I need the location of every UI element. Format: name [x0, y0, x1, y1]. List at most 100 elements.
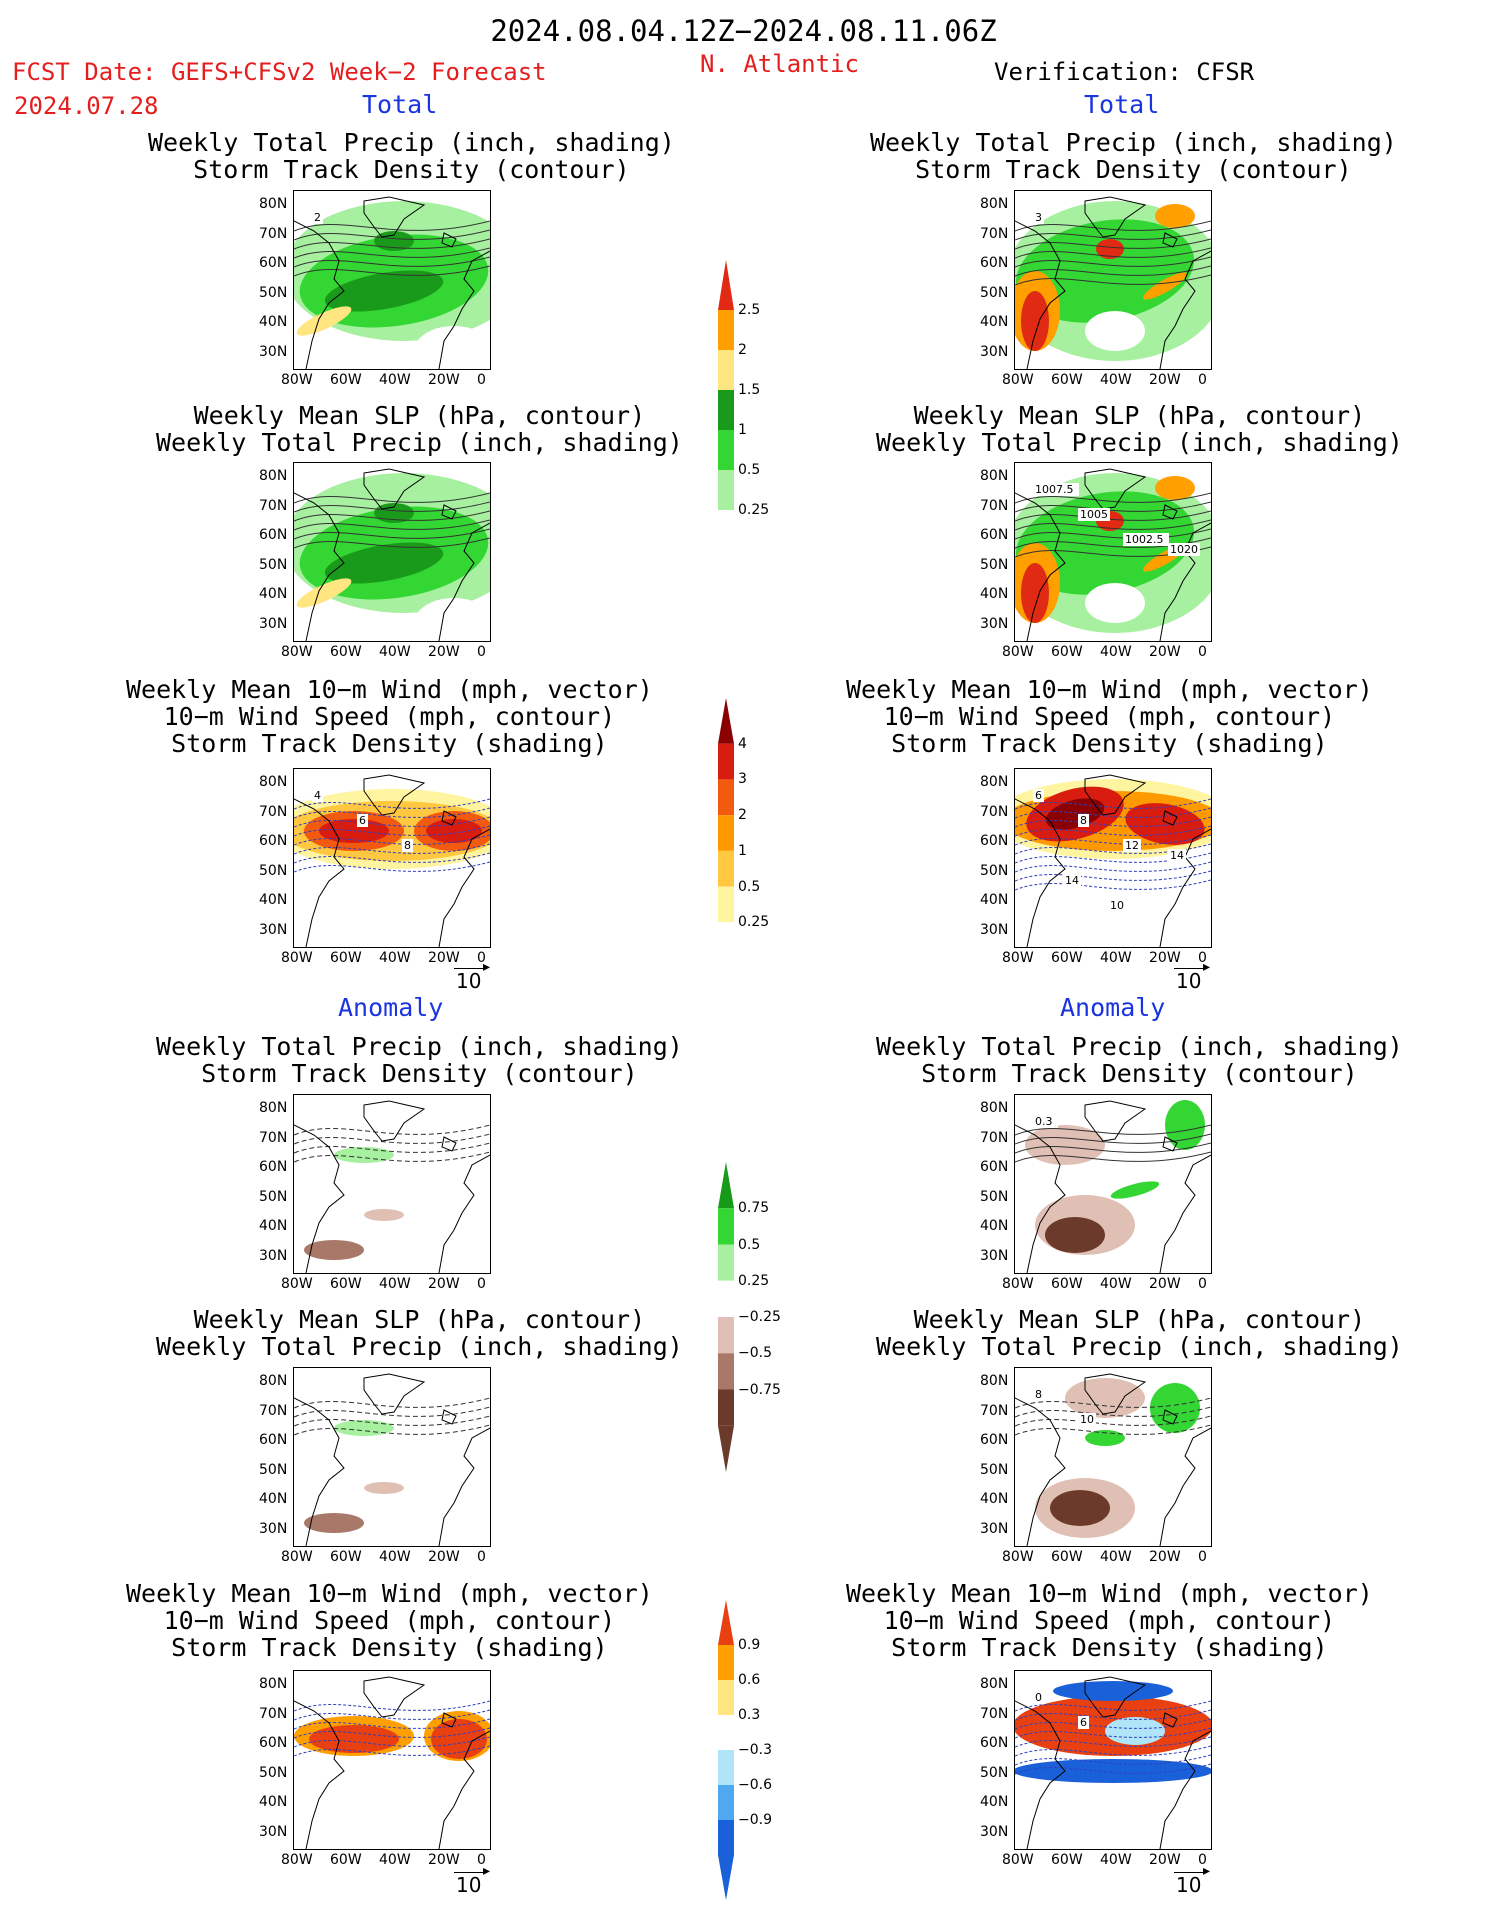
- coastline-iceland: [1162, 1712, 1178, 1728]
- colorbar-segment: [718, 470, 734, 510]
- lat-label: 80N: [259, 774, 288, 790]
- contour-line: [294, 265, 490, 277]
- coastline-europe-africa: [438, 1730, 490, 1849]
- colorbar-label: −0.6: [738, 1777, 772, 1793]
- colorbar-label: 2: [738, 342, 747, 358]
- coastline-europe-africa: [438, 250, 490, 369]
- lat-label: 40N: [980, 892, 1009, 908]
- colorbar-label: 0.25: [738, 914, 770, 931]
- lat-label: 80N: [980, 196, 1009, 212]
- contour-line: [1015, 1151, 1211, 1163]
- lon-label: 0: [1198, 1549, 1207, 1565]
- contour-label: 8: [1078, 814, 1089, 827]
- contour-label: 10: [1078, 1413, 1096, 1426]
- colorbar-segment: [718, 1820, 734, 1855]
- contour-line: [294, 807, 490, 819]
- title-ob-precip-track: Weekly Total Precip (inch, shading) Storm…: [870, 128, 1397, 184]
- map-ob-anom-slp: 8 10: [1014, 1367, 1212, 1547]
- svg-text:2: 2: [314, 211, 321, 224]
- shade-region: [1015, 1759, 1211, 1783]
- lon-label: 80W: [1002, 644, 1034, 660]
- lon-label: 80W: [281, 950, 313, 966]
- lat-label: 50N: [980, 1461, 1009, 1478]
- contour-line: [1015, 861, 1211, 873]
- lat-label: 80N: [980, 1676, 1009, 1692]
- shade-region: [414, 326, 490, 369]
- coastline-greenland: [363, 774, 426, 816]
- lat-label: 70N: [980, 1402, 1009, 1419]
- contour-line: [1015, 238, 1211, 250]
- colorbar-track: [714, 698, 738, 972]
- contour-line: [1015, 1736, 1211, 1748]
- colorbar-top-arrow: [718, 1600, 734, 1645]
- coastline-iceland: [1162, 1136, 1178, 1152]
- lat-label: 40N: [980, 1218, 1009, 1234]
- contour-line: [294, 1397, 490, 1409]
- lat-label: 60N: [980, 1159, 1009, 1175]
- title-ob-anom-precip-track: Weekly Total Precip (inch, shading) Storm…: [876, 1032, 1403, 1088]
- contour-line: [294, 1424, 490, 1436]
- lat-label: 30N: [259, 1823, 288, 1840]
- lat-label: 50N: [259, 284, 288, 301]
- svg-text:0.3: 0.3: [1035, 1115, 1053, 1128]
- contour-label: 6: [357, 814, 368, 827]
- coastline-iceland: [441, 810, 457, 826]
- lat-label: 60N: [259, 255, 288, 271]
- colorbar-segment: [718, 1715, 734, 1750]
- coastline-north-america: [294, 220, 345, 369]
- contour-label: 10: [1108, 899, 1126, 912]
- colorbar-label: 4: [738, 735, 747, 752]
- coastline-greenland: [363, 1100, 426, 1142]
- colorbar-label: 0.6: [738, 1672, 761, 1688]
- lat-label: 60N: [259, 527, 288, 543]
- colorbar-label: −0.25: [738, 1309, 781, 1325]
- coastline-iceland: [441, 1136, 457, 1152]
- svg-text:6: 6: [1035, 789, 1042, 802]
- contour-line: [294, 1124, 490, 1136]
- colorbar-segment: [718, 1317, 734, 1354]
- shade-region: [334, 1147, 394, 1163]
- coastline-iceland: [441, 504, 457, 520]
- title-fc-wind-track: Weekly Mean 10−m Wind (mph, vector) 10−m …: [126, 675, 653, 758]
- lon-label: 80W: [1002, 1549, 1034, 1565]
- lat-label: 60N: [980, 255, 1009, 271]
- lat-label: 60N: [980, 1735, 1009, 1751]
- svg-text:6: 6: [359, 814, 366, 827]
- contour-line: [294, 510, 490, 522]
- shade-region: [1045, 1217, 1105, 1253]
- title-fc-anom-precip-track: Weekly Total Precip (inch, shading) Storm…: [156, 1032, 683, 1088]
- lon-label: 40W: [379, 1549, 411, 1565]
- contour-line: [1015, 1424, 1211, 1436]
- colorbar-label: 0.9: [738, 1637, 761, 1653]
- colorbar-segment: [718, 1208, 734, 1245]
- shade-region: [426, 819, 482, 843]
- lon-label: 0: [1198, 1276, 1207, 1292]
- lon-label: 20W: [428, 1276, 460, 1292]
- shade-region: [296, 578, 352, 608]
- lat-label: 70N: [259, 497, 288, 514]
- lon-label: 40W: [379, 1276, 411, 1292]
- lat-label: 60N: [980, 1432, 1009, 1448]
- lon-label: 60W: [330, 950, 362, 966]
- lat-label: 40N: [259, 586, 288, 602]
- contour-label: 3: [1033, 211, 1044, 224]
- coastline-north-america: [1015, 220, 1066, 369]
- coastline-europe-africa: [438, 828, 490, 947]
- contour-line: [294, 501, 490, 513]
- lat-label: 70N: [259, 1705, 288, 1722]
- contour-line: [1015, 843, 1211, 855]
- contour-line: [1015, 265, 1211, 277]
- coastline-europe-africa: [438, 1154, 490, 1273]
- colorbar-bottom-arrow: [718, 922, 734, 968]
- colorbar-segment: [718, 1645, 734, 1680]
- shade-region: [1085, 311, 1145, 351]
- coastline-iceland: [441, 232, 457, 248]
- contour-line: [294, 256, 490, 268]
- lat-label: 40N: [259, 892, 288, 908]
- period-title: 2024.08.04.12Z−2024.08.11.06Z: [490, 14, 997, 48]
- shade-region: [1085, 1430, 1125, 1446]
- shade-region: [1050, 1490, 1110, 1526]
- anomaly-label-left: Anomaly: [338, 993, 444, 1022]
- svg-text:4: 4: [314, 789, 321, 802]
